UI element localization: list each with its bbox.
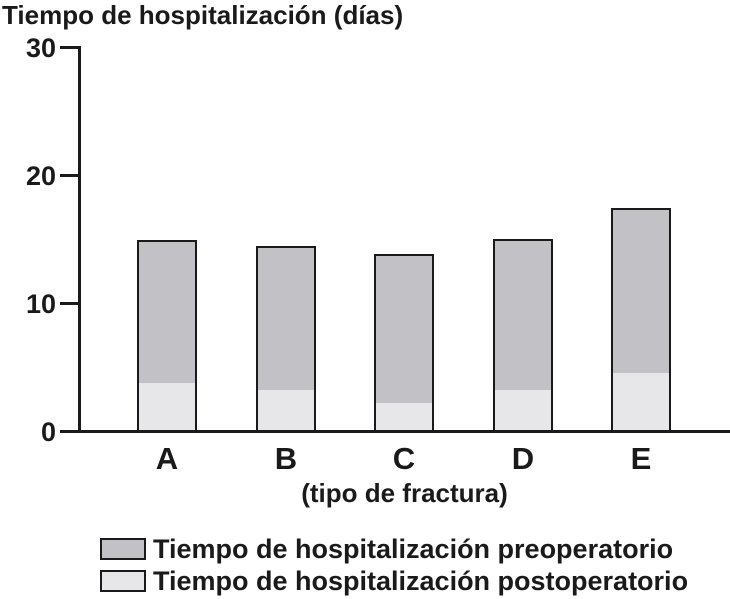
bar-C-preoperatorio-segment xyxy=(376,256,432,403)
bar-B xyxy=(256,246,316,432)
legend: Tiempo de hospitalización preoperatorio … xyxy=(100,533,688,597)
bar-A-preoperatorio-segment xyxy=(139,242,195,383)
y-axis-tick-20 xyxy=(60,174,80,177)
y-axis-tick-30 xyxy=(60,46,80,49)
x-axis-title: (tipo de fractura) xyxy=(301,478,508,508)
legend-item-preoperatorio: Tiempo de hospitalización preoperatorio xyxy=(100,533,688,565)
x-category-label-D: D xyxy=(511,441,535,476)
bar-A xyxy=(137,240,197,432)
y-axis-tick-10 xyxy=(60,302,80,305)
bar-E xyxy=(611,208,671,432)
bar-C-postoperatorio-segment xyxy=(376,403,432,430)
y-axis-tick-label-30: 30 xyxy=(25,33,56,63)
legend-item-postoperatorio: Tiempo de hospitalización postoperatorio xyxy=(100,565,688,597)
y-axis-tick-label-20: 20 xyxy=(25,161,56,191)
chart-title: Tiempo de hospitalización (días) xyxy=(2,0,404,30)
bar-E-postoperatorio-segment xyxy=(613,373,669,430)
legend-swatch-postoperatorio-icon xyxy=(100,570,146,592)
bar-E-preoperatorio-segment xyxy=(613,210,669,373)
legend-label-postoperatorio: Tiempo de hospitalización postoperatorio xyxy=(153,566,689,596)
bar-C xyxy=(374,254,434,432)
y-axis-tick-label-0: 0 xyxy=(40,417,56,447)
bar-D-postoperatorio-segment xyxy=(495,390,551,430)
y-axis-tick-0 xyxy=(60,430,80,433)
legend-swatch-preoperatorio-icon xyxy=(100,538,146,560)
bar-D xyxy=(493,239,553,432)
y-axis-line xyxy=(78,46,81,433)
legend-label-preoperatorio: Tiempo de hospitalización preoperatorio xyxy=(153,534,674,564)
bar-D-preoperatorio-segment xyxy=(495,241,551,390)
x-category-label-B: B xyxy=(274,441,298,476)
x-category-label-C: C xyxy=(392,441,416,476)
bar-B-preoperatorio-segment xyxy=(258,248,314,390)
bar-A-postoperatorio-segment xyxy=(139,383,195,430)
y-axis-tick-label-10: 10 xyxy=(25,289,56,319)
x-category-label-E: E xyxy=(630,441,652,476)
bar-B-postoperatorio-segment xyxy=(258,390,314,430)
x-category-label-A: A xyxy=(155,441,179,476)
